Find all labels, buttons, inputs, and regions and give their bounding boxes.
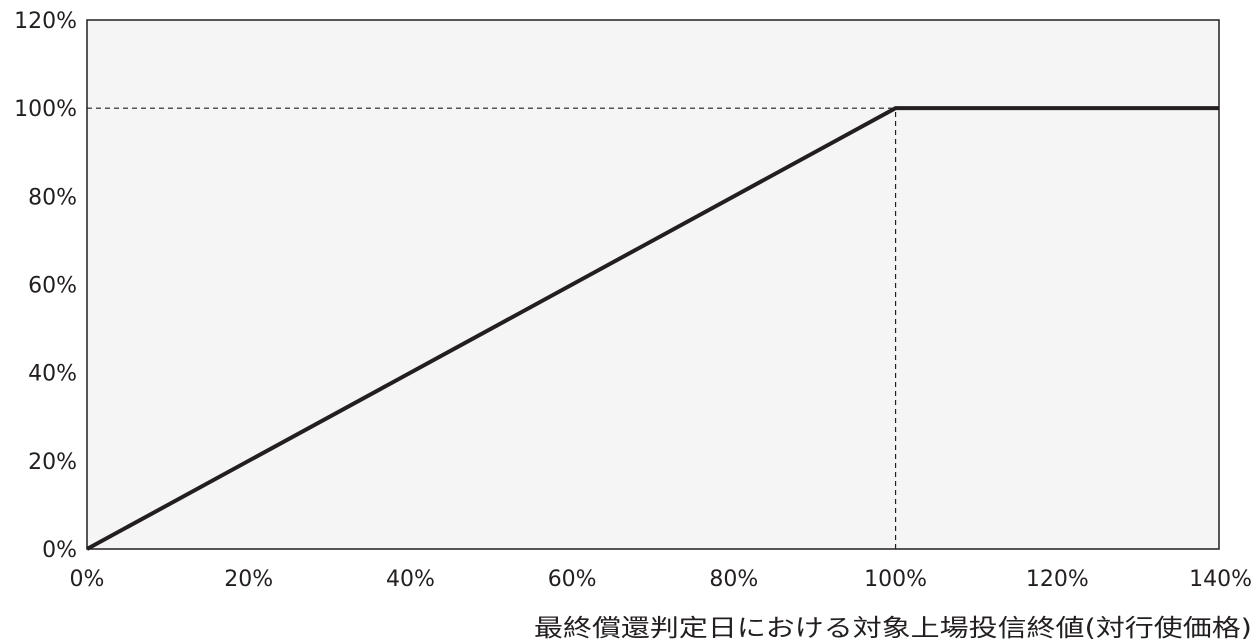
y-tick-label: 40% (28, 362, 77, 387)
series-line-0 (86, 106, 1219, 551)
x-tick-label: 100% (864, 567, 927, 592)
y-tick-label: 20% (28, 450, 77, 475)
y-tick-label: 80% (28, 185, 77, 210)
x-tick-label: 0% (70, 567, 105, 592)
x-tick-label: 20% (224, 567, 273, 592)
y-tick-labels: 0% 20% 40% 60% 80% 100% 120% (14, 9, 77, 563)
plot-frame (86, 19, 1220, 550)
reference-lines (87, 107, 897, 549)
y-tick-label: 120% (14, 9, 77, 34)
y-tick-label: 0% (42, 538, 77, 563)
x-axis-title: 最終償還判定日における対象上場投信終値(対行使価格) (534, 614, 1252, 642)
series-lines (86, 106, 1219, 551)
x-tick-labels: 0% 20% 40% 60% 80% 100% 120% 140% (70, 567, 1252, 592)
x-tick-label: 140% (1189, 567, 1252, 592)
x-tick-label: 60% (548, 567, 597, 592)
y-tick-label: 100% (14, 97, 77, 122)
x-tick-label: 120% (1026, 567, 1089, 592)
y-tick-label: 60% (28, 274, 77, 299)
plot-area (87, 20, 1219, 549)
x-tick-label: 40% (386, 567, 435, 592)
x-tick-label: 80% (709, 567, 758, 592)
